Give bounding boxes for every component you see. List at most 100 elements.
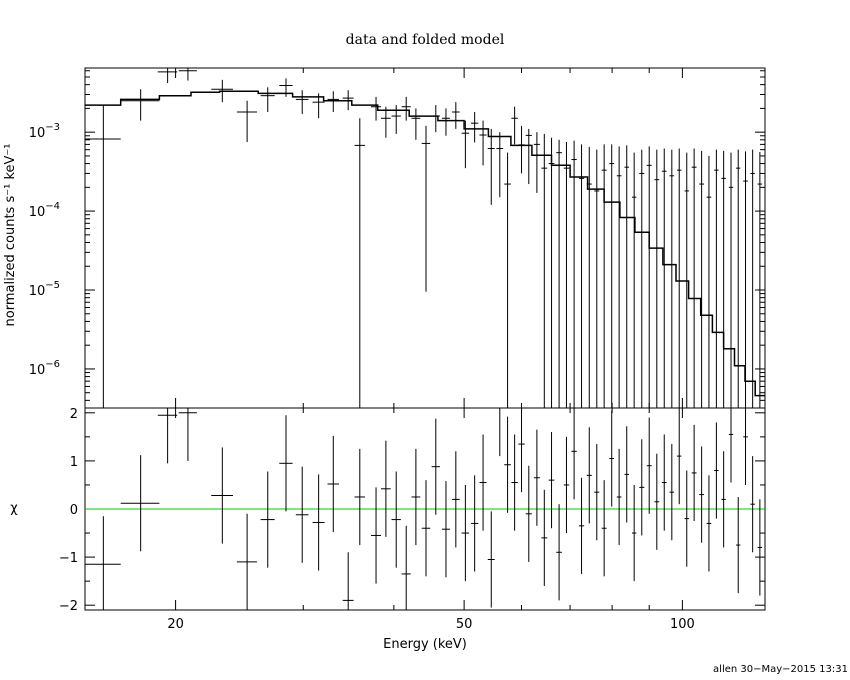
spectrum-data-point [548, 137, 555, 408]
spectrum-data-point [631, 152, 637, 408]
spectrum-data-point [511, 106, 518, 145]
spectrum-data-point [743, 151, 748, 408]
residual-point [479, 434, 487, 531]
residual-point [496, 407, 504, 457]
residual-y-axis-label: χ [10, 501, 18, 516]
spectrum-data-point [533, 132, 540, 193]
x-tick-label: 50 [456, 617, 473, 632]
residual-point [451, 451, 460, 548]
spectrum-data-point [706, 155, 712, 408]
spectrum-data-point [461, 120, 470, 169]
spectrum-data-point [504, 152, 511, 408]
spectrum-data-point [669, 149, 675, 408]
residual-point [411, 448, 421, 546]
residual-point [676, 408, 682, 505]
residual-point [120, 455, 160, 552]
spectrum-data-point [178, 68, 197, 81]
spectrum-data-point [411, 108, 421, 140]
residual-point [750, 456, 755, 553]
spectrum-data-point [496, 132, 504, 198]
spectrum-data-point [211, 79, 233, 103]
spectrum-data-point [421, 125, 431, 292]
spectrum-data-point [676, 148, 682, 408]
spectrum-data-point [279, 78, 293, 97]
residual-point [661, 434, 667, 531]
residual-point [441, 481, 450, 578]
residual-point [743, 408, 748, 485]
spectrum-data-point [661, 148, 667, 408]
top-y-axis-label: normalized counts s⁻¹ keV⁻¹ [3, 144, 18, 327]
spectrum-data-point [586, 146, 592, 408]
residual-point [421, 480, 431, 577]
top-y-tick-label: 10−5 [29, 280, 60, 299]
residual-point [178, 408, 197, 461]
spectrum-data-point [371, 96, 381, 121]
residual-point [631, 484, 637, 582]
x-tick-label: 20 [167, 617, 184, 632]
residual-point [504, 416, 511, 513]
residual-point [211, 447, 233, 544]
spectrum-data-point [354, 118, 366, 408]
residual-point [487, 511, 495, 608]
spectrum-data-point [295, 90, 309, 114]
spectrum-data-point [639, 149, 645, 408]
residual-point [563, 436, 570, 534]
residual-point [260, 471, 275, 568]
residual-y-tick-label: 1 [70, 455, 78, 470]
spectrum-data-point [120, 89, 160, 121]
spectrum-data-point [714, 149, 719, 408]
spectrum-data-point [654, 149, 660, 408]
residual-point [699, 446, 704, 543]
residual-point [327, 435, 339, 533]
spectrum-data-point [721, 150, 726, 408]
spectrum-data-point [699, 150, 704, 408]
residual-y-tick-label: 0 [70, 503, 78, 518]
chart-title: data and folded model [346, 32, 505, 48]
residual-point [157, 408, 178, 464]
residual-point [757, 499, 763, 596]
spectrum-data-point [750, 149, 755, 408]
residual-point [236, 513, 257, 610]
residual-point [556, 504, 562, 601]
top-plot-frame [84, 67, 766, 409]
spectrum-data-point [563, 142, 570, 408]
residual-point [548, 432, 555, 529]
residual-point [380, 440, 391, 537]
tick-label-exponent: −6 [45, 359, 60, 370]
residual-point [616, 448, 622, 546]
residual-point [279, 415, 293, 512]
spectrum-data-point [646, 146, 652, 408]
spectrum-data-point [470, 112, 479, 143]
residual-point [525, 465, 532, 562]
residual-y-tick-label: −1 [59, 551, 78, 566]
spectrum-data-point [312, 93, 325, 119]
top-panel: 10−310−410−510−6 normalized counts s⁻¹ k… [3, 67, 766, 409]
spectrum-data-point [260, 87, 275, 113]
top-y-tick-label: 10−3 [29, 122, 60, 141]
residual-point [586, 427, 592, 524]
top-y-tick-label: 10−6 [29, 359, 60, 378]
x-axis-label: Energy (keV) [383, 637, 467, 652]
spectrum-data-point [441, 108, 450, 136]
tick-label-base: 10 [29, 126, 46, 141]
spectrum-data-point [594, 149, 600, 408]
residual-point [609, 410, 615, 507]
residual-point [721, 451, 726, 548]
residual-point [85, 516, 121, 610]
spectrum-data-point [728, 152, 734, 408]
residual-point [461, 484, 470, 582]
spectrum-data-point [431, 105, 440, 133]
residual-point [518, 408, 525, 493]
spectrum-data-point [380, 106, 391, 138]
spectrum-data-point [684, 152, 689, 408]
spectrum-data-point [757, 152, 763, 408]
residual-point [342, 552, 354, 610]
spectrum-data-point [518, 125, 525, 174]
spectrum-data-point [691, 148, 697, 408]
spectrum-data-point [236, 100, 257, 143]
residual-y-tick-label: 2 [70, 407, 78, 422]
spectrum-data-point [571, 140, 577, 408]
spectrum-data-point [736, 149, 741, 408]
spectrum-data-point [479, 120, 487, 166]
residual-point [371, 487, 381, 584]
